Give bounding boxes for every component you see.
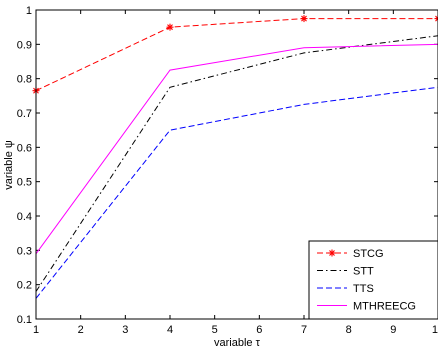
y-tick-label: 0.5	[17, 177, 32, 189]
x-tick-label: 1	[33, 324, 39, 336]
x-tick-label: 3	[122, 324, 128, 336]
legend-label-tts: TTS	[353, 283, 374, 295]
y-tick-label: 0.2	[17, 280, 32, 292]
x-axis-label: variable τ	[214, 337, 261, 349]
x-tick-label: 5	[212, 324, 218, 336]
y-tick-label: 0.8	[17, 74, 32, 86]
legend-marker-stcg	[329, 250, 336, 257]
y-axis-label: variable ψ	[3, 140, 15, 190]
x-tick-label: 9	[390, 324, 396, 336]
y-tick-label: 0.4	[17, 211, 32, 223]
x-tick-label: 7	[301, 324, 307, 336]
legend-label-stcg: STCG	[353, 248, 384, 260]
x-tick-label: 8	[346, 324, 352, 336]
y-tick-label: 0.1	[17, 314, 32, 326]
x-tick-label: 4	[167, 324, 173, 336]
data-point-stcg	[301, 15, 308, 22]
y-tick-label: 1	[26, 5, 32, 17]
x-tick-label: 2	[78, 324, 84, 336]
legend-label-stt: STT	[353, 266, 374, 278]
x-tick-label: 10	[432, 324, 438, 336]
x-tick-label: 6	[256, 324, 262, 336]
legend-label-mthreecg: MTHREECG	[353, 301, 416, 313]
data-point-stcg	[167, 24, 174, 31]
legend: STCG STT TTS MTHREECG	[309, 241, 438, 319]
y-tick-label: 0.7	[17, 108, 32, 120]
y-tick-label: 0.6	[17, 142, 32, 154]
y-tick-label: 0.3	[17, 245, 32, 257]
y-tick-label: 0.9	[17, 39, 32, 51]
